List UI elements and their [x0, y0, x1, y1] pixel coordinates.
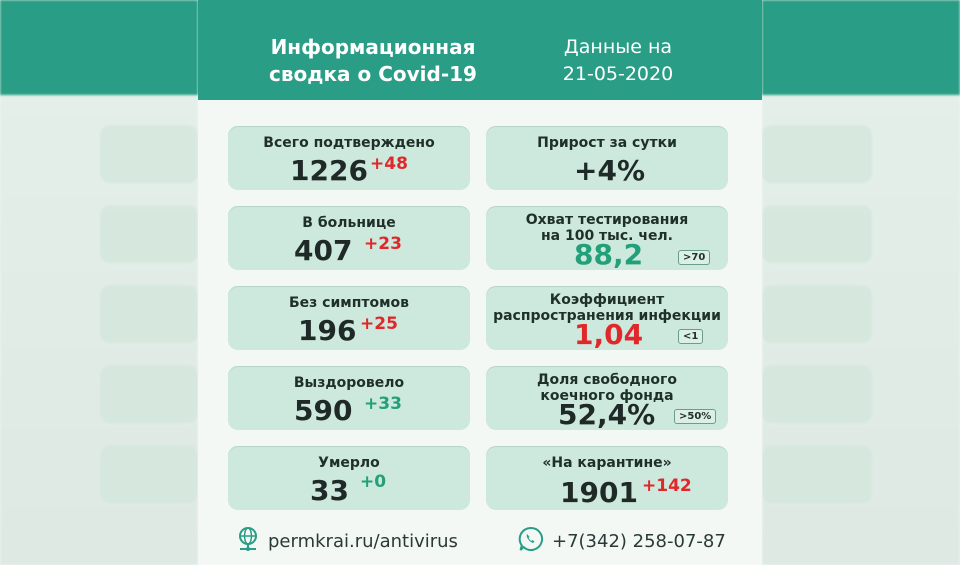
globe-network-icon: [236, 526, 268, 557]
card-quarantine: «На карантине» 1901 +142: [486, 446, 728, 510]
card-testing-coverage: Охват тестирования на 100 тыс. чел. 88,2…: [486, 206, 728, 271]
website-contact[interactable]: permkrai.ru/antivirus: [236, 526, 458, 557]
card-delta: +33: [364, 394, 402, 414]
date-label: Данные на: [563, 36, 673, 58]
card-label: Доля свободного коечного фонда: [486, 372, 728, 404]
card-label: В больнице: [302, 215, 396, 231]
card-value: 52,4%: [558, 398, 656, 431]
title-line-2: сводка о Covid-19: [269, 62, 477, 86]
card-label: Всего подтверждено: [263, 135, 435, 151]
card-value: 196: [298, 314, 357, 347]
phone-contact[interactable]: +7(342) 258-07-87: [518, 526, 726, 557]
card-recovered: Выздоровело 590 +33: [228, 366, 470, 430]
ghost-card: [100, 365, 198, 423]
card-value: 33: [310, 474, 349, 507]
infographic-title: Информационная сводка о Covid-19: [248, 34, 498, 88]
title-line-1: Информационная: [270, 35, 476, 59]
card-label: «На карантине»: [542, 455, 672, 471]
contacts-footer: permkrai.ru/antivirus +7(342) 258-07-87: [198, 516, 762, 560]
left-blurred-background: [0, 0, 198, 565]
ghost-card: [762, 125, 872, 183]
ghost-card: [762, 285, 872, 343]
card-delta: +0: [360, 472, 387, 492]
card-label: Прирост за сутки: [537, 135, 677, 151]
card-value: 407: [294, 234, 353, 267]
ghost-card: [762, 445, 872, 503]
card-label: Без симптомов: [288, 295, 410, 311]
card-label-line-2: на 100 тыс. чел.: [540, 228, 674, 244]
target-badge: <1: [678, 329, 704, 344]
phone-number[interactable]: +7(342) 258-07-87: [552, 531, 726, 552]
card-delta: +48: [370, 154, 408, 174]
card-delta: +142: [642, 476, 692, 496]
card-label-line-1: Охват тестирования: [525, 212, 689, 228]
ghost-card: [762, 365, 872, 423]
whatsapp-phone-icon: [518, 526, 552, 557]
card-value: 1901: [560, 476, 638, 509]
card-total-confirmed: Всего подтверждено 1226 +48: [228, 126, 470, 190]
card-value: 1,04: [574, 318, 644, 351]
card-asymptomatic: Без симптомов 196 +25: [228, 286, 470, 350]
date-value: 21-05-2020: [562, 63, 674, 85]
card-in-hospital: В больнице 407 +23: [228, 206, 470, 270]
card-reproduction-rate: Коэффициент распространения инфекции 1,0…: [486, 286, 728, 351]
ghost-card: [762, 205, 872, 263]
ghost-card: [100, 285, 198, 343]
website-link[interactable]: permkrai.ru/antivirus: [268, 531, 458, 552]
card-label: Коэффициент распространения инфекции: [486, 292, 728, 324]
card-value: 1226: [290, 154, 368, 187]
card-deaths: Умерло 33 +0: [228, 446, 470, 510]
card-label-line-1: Коэффициент: [549, 292, 665, 308]
card-free-beds-share: Доля свободного коечного фонда 52,4% >50…: [486, 366, 728, 431]
card-daily-growth: Прирост за сутки +4%: [486, 126, 728, 190]
ghost-card: [100, 445, 198, 503]
card-value: 590: [294, 394, 353, 427]
card-delta: +25: [360, 314, 398, 334]
header-banner: Информационная сводка о Covid-19 Данные …: [198, 0, 762, 100]
right-blurred-background: [762, 0, 960, 565]
card-label: Умерло: [318, 455, 380, 471]
target-badge: >50%: [674, 409, 717, 424]
card-label-line-1: Доля свободного: [537, 372, 677, 388]
ghost-card: [100, 125, 198, 183]
card-label: Выздоровело: [293, 375, 405, 391]
covid-infographic: Информационная сводка о Covid-19 Данные …: [198, 0, 762, 565]
card-delta: +23: [364, 234, 402, 254]
card-label-line-2: коечного фонда: [540, 388, 674, 404]
data-date: Данные на 21-05-2020: [528, 34, 708, 88]
ghost-card: [100, 205, 198, 263]
card-value: +4%: [574, 154, 645, 187]
card-value: 88,2: [574, 238, 644, 271]
target-badge: >70: [678, 250, 711, 265]
card-label-line-2: распространения инфекции: [493, 308, 721, 324]
card-label: Охват тестирования на 100 тыс. чел.: [486, 212, 728, 244]
